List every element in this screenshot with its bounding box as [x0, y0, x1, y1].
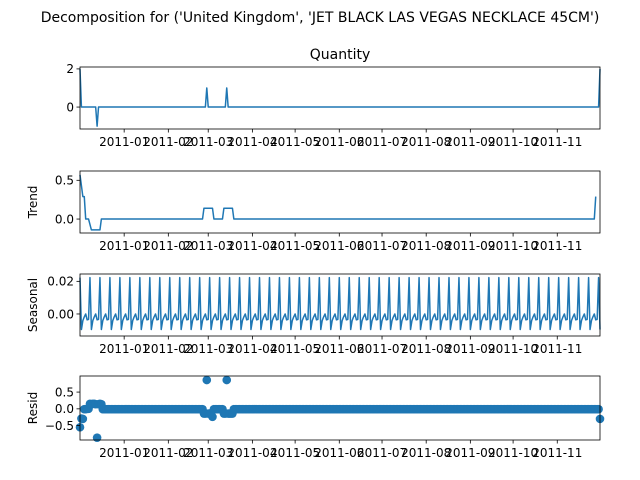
resid-point — [92, 433, 102, 442]
x-tick-label: 2011-10 — [488, 446, 538, 460]
x-tick-label: 2011-01 — [99, 135, 149, 149]
x-tick-label: 2011-09 — [445, 239, 495, 253]
resid-point — [202, 375, 212, 385]
x-tick-label: 2011-11 — [532, 342, 582, 356]
x-tick-label: 2011-02 — [143, 446, 193, 460]
axes-frame — [79, 66, 601, 130]
y-tick-label: 0.5 — [55, 174, 74, 188]
y-tick-label: 0.0 — [55, 212, 74, 226]
x-tick-label: 2011-04 — [227, 135, 277, 149]
x-tick-label: 2011-02 — [143, 342, 193, 356]
x-tick-label: 2011-04 — [227, 446, 277, 460]
x-tick-label: 2011-09 — [445, 446, 495, 460]
x-tick-label: 2011-03 — [183, 239, 233, 253]
x-tick-label: 2011-06 — [314, 239, 364, 253]
y-tick-label: 0.5 — [55, 385, 74, 399]
x-tick-label: 2011-07 — [357, 342, 407, 356]
panel-3: Seasonal 0.000.022011-012011-022011-03201… — [26, 273, 601, 356]
x-tick-label: 2011-03 — [183, 342, 233, 356]
x-tick-label: 2011-05 — [270, 342, 320, 356]
panel-4: Resid−0.50.00.52011-012011-022011-032011… — [26, 375, 605, 460]
axes-frame — [79, 375, 601, 441]
series-line — [79, 276, 601, 331]
figure-suptitle: Decomposition for ('United Kingdom', 'JE… — [41, 10, 600, 26]
series-line — [79, 174, 597, 231]
x-tick-label: 2011-09 — [445, 342, 495, 356]
y-axis-label: Trend — [26, 186, 40, 220]
axes-frame — [79, 273, 601, 337]
x-tick-label: 2011-07 — [357, 135, 407, 149]
x-tick-label: 2011-10 — [488, 342, 538, 356]
y-tick-label: −0.5 — [45, 419, 74, 433]
x-tick-label: 2011-01 — [99, 446, 149, 460]
x-tick-label: 2011-04 — [227, 239, 277, 253]
x-tick-label: 2011-02 — [143, 239, 193, 253]
y-tick-label: 2 — [66, 62, 74, 76]
x-tick-label: 2011-08 — [401, 446, 451, 460]
x-tick-label: 2011-04 — [227, 342, 277, 356]
y-tick-label: 0.00 — [47, 307, 74, 321]
y-axis-label: Seasonal — [26, 278, 40, 332]
x-tick-label: 2011-03 — [183, 446, 233, 460]
resid-point — [594, 404, 603, 414]
x-tick-label: 2011-06 — [314, 342, 364, 356]
x-tick-label: 2011-05 — [270, 239, 320, 253]
x-tick-label: 2011-01 — [99, 239, 149, 253]
x-tick-label: 2011-10 — [488, 135, 538, 149]
x-tick-label: 2011-03 — [183, 135, 233, 149]
panel-2: Trend0.00.52011-012011-022011-032011-042… — [26, 170, 601, 253]
panel-title: Quantity — [310, 47, 371, 63]
y-tick-label: 0.0 — [55, 402, 74, 416]
x-tick-label: 2011-08 — [401, 239, 451, 253]
y-axis-label: Resid — [26, 392, 40, 424]
x-tick-label: 2011-11 — [532, 239, 582, 253]
x-tick-label: 2011-07 — [357, 446, 407, 460]
x-tick-label: 2011-01 — [99, 342, 149, 356]
x-tick-label: 2011-02 — [143, 135, 193, 149]
x-tick-label: 2011-08 — [401, 135, 451, 149]
x-tick-label: 2011-06 — [314, 135, 364, 149]
x-tick-label: 2011-09 — [445, 135, 495, 149]
series-line — [79, 68, 601, 127]
x-tick-label: 2011-11 — [532, 135, 582, 149]
panel-1: Quantity022011-012011-022011-032011-0420… — [66, 47, 601, 149]
x-tick-label: 2011-07 — [357, 239, 407, 253]
x-tick-label: 2011-06 — [314, 446, 364, 460]
resid-point — [78, 414, 88, 424]
axes-frame — [79, 170, 601, 234]
y-tick-label: 0.02 — [47, 275, 74, 289]
x-tick-label: 2011-11 — [532, 446, 582, 460]
x-tick-label: 2011-08 — [401, 342, 451, 356]
y-tick-label: 0 — [66, 100, 74, 114]
x-tick-label: 2011-10 — [488, 239, 538, 253]
resid-point — [208, 412, 217, 422]
x-tick-label: 2011-05 — [270, 446, 320, 460]
x-tick-label: 2011-05 — [270, 135, 320, 149]
resid-point — [222, 375, 232, 385]
